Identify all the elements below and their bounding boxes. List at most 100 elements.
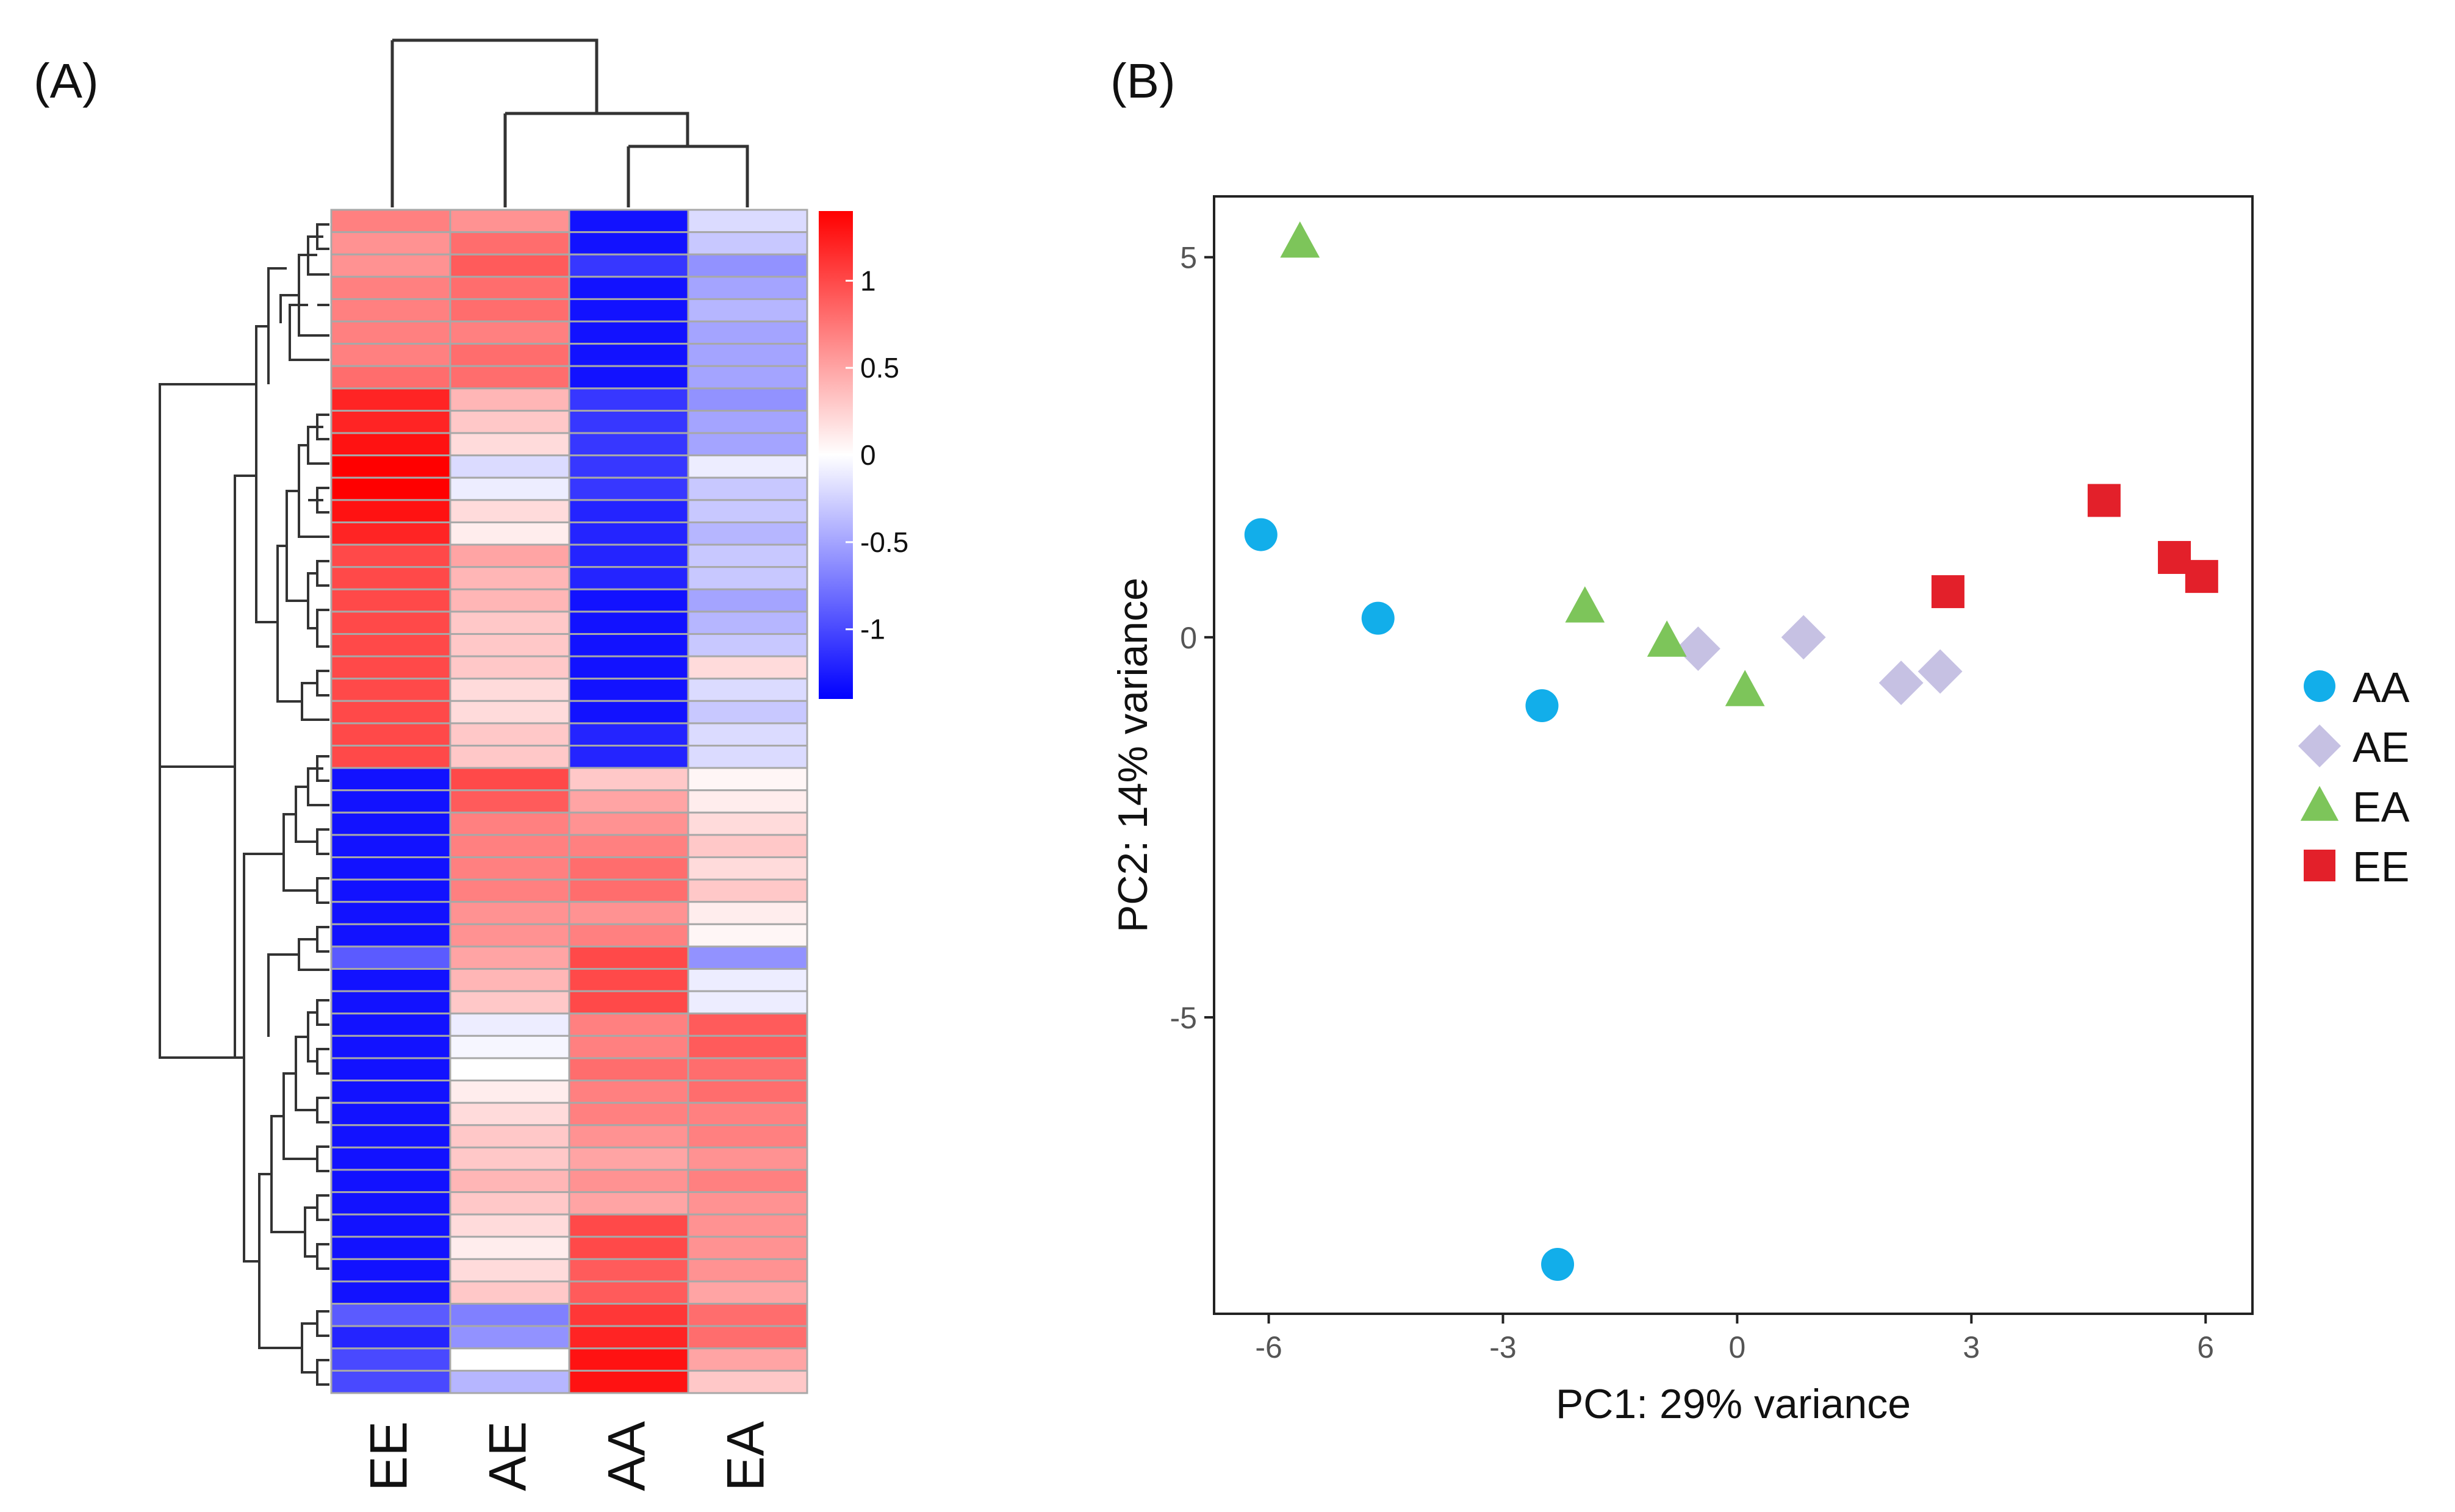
heatmap-cell	[687, 1057, 808, 1082]
legend-label-ea: EA	[2353, 783, 2410, 831]
heatmap-cell	[449, 298, 570, 323]
heatmap-cell	[687, 343, 808, 367]
heatmap-cell	[568, 1102, 689, 1127]
heatmap-cell	[449, 655, 570, 680]
x-axis-label: PC1: 29% variance	[1556, 1381, 1911, 1427]
point-ee	[2087, 484, 2121, 517]
heatmap-cell	[687, 476, 808, 501]
heatmap-cell	[330, 209, 451, 234]
row-dendrogram-link	[255, 325, 278, 623]
heatmap-column-label: AA	[598, 1421, 656, 1491]
heatmap-cell	[449, 878, 570, 903]
legend-key-ae	[2298, 724, 2342, 768]
heatmap-cell	[568, 1034, 689, 1059]
heatmap-cell	[330, 632, 451, 657]
heatmap-cell	[330, 1012, 451, 1037]
heatmap-cell	[330, 901, 451, 925]
heatmap-cell	[330, 1236, 451, 1260]
heatmap-cell	[568, 521, 689, 546]
heatmap-cell	[330, 1303, 451, 1327]
heatmap-cell	[330, 365, 451, 390]
heatmap-cell	[330, 700, 451, 725]
row-dendrogram	[159, 223, 329, 1386]
scatter-points	[1244, 221, 2218, 1281]
heatmap-cell	[568, 1236, 689, 1260]
heatmap-cell	[449, 789, 570, 814]
heatmap-cell	[687, 1347, 808, 1372]
panel-a-label: (A)	[34, 54, 99, 108]
heatmap-cell	[330, 1258, 451, 1283]
heatmap-cell	[568, 365, 689, 390]
heatmap-cell	[330, 834, 451, 859]
heatmap-cell	[687, 209, 808, 234]
heatmap-cell	[449, 253, 570, 278]
heatmap-cell	[449, 968, 570, 992]
heatmap-cell	[568, 409, 689, 434]
heatmap-cell	[449, 476, 570, 501]
heatmap-cell	[330, 1325, 451, 1350]
point-ea	[1647, 620, 1687, 657]
heatmap-cell	[330, 990, 451, 1015]
heatmap-cell	[568, 543, 689, 568]
heatmap-cell	[687, 298, 808, 323]
x-tick-label: -6	[1255, 1330, 1282, 1364]
heatmap-cell	[687, 1325, 808, 1350]
heatmap-cell	[687, 1012, 808, 1037]
x-tick-label: 3	[1963, 1330, 1980, 1364]
heatmap-cell	[449, 1012, 570, 1037]
colorbar-ticks: 1 0.5 0 -0.5 -1	[846, 265, 908, 645]
heatmap-cell	[687, 387, 808, 412]
x-axis-ticks: -6 -3 0 3 6	[1255, 1314, 2214, 1364]
pca-panel: (B) -6 -3 0 3 6 5 0 -5 PC1: 29% variance PC2: …	[1110, 54, 2410, 1427]
heatmap-cell	[687, 566, 808, 590]
heatmap-cell	[330, 566, 451, 590]
heatmap-cell	[687, 700, 808, 725]
heatmap-cell	[687, 632, 808, 657]
heatmap-cell	[330, 923, 451, 948]
heatmap-cell	[687, 1303, 808, 1327]
heatmap-cell	[449, 454, 570, 479]
heatmap-cell	[330, 1280, 451, 1305]
heatmap-cell	[568, 298, 689, 323]
heatmap-column-label: AE	[479, 1421, 537, 1491]
heatmap-cell	[568, 1191, 689, 1216]
point-aa	[1244, 518, 1278, 551]
heatmap-cell	[568, 1080, 689, 1104]
heatmap-cell	[330, 387, 451, 412]
heatmap-cell	[568, 1303, 689, 1327]
heatmap-cell	[568, 588, 689, 613]
heatmap-cell	[449, 700, 570, 725]
point-aa	[1525, 689, 1559, 722]
heatmap-cell	[568, 1213, 689, 1238]
heatmap-cell	[330, 476, 451, 501]
heatmap-cell	[330, 320, 451, 345]
heatmap-cell	[687, 276, 808, 300]
heatmap-cell	[330, 1169, 451, 1194]
heatmap-cell	[330, 767, 451, 792]
heatmap-cell	[687, 1369, 808, 1394]
row-dendrogram-link	[258, 1173, 329, 1386]
heatmap-cell	[687, 678, 808, 702]
heatmap-cell	[568, 1146, 689, 1171]
heatmap-cell	[568, 209, 689, 234]
heatmap-cell	[330, 655, 451, 680]
heatmap-cell	[449, 1057, 570, 1082]
x-tick-label: 0	[1728, 1330, 1745, 1364]
heatmap-cell	[449, 1102, 570, 1127]
column-dendrogram-link	[503, 112, 689, 207]
heatmap-cell	[449, 1303, 570, 1327]
heatmap-cell	[568, 1280, 689, 1305]
row-dendrogram-link	[282, 755, 329, 904]
heatmap-cell	[449, 1325, 570, 1350]
heatmap-cell	[330, 1146, 451, 1171]
legend-label-ee: EE	[2353, 843, 2409, 890]
heatmap-cell	[687, 1236, 808, 1260]
heatmap-cell	[687, 945, 808, 970]
legend-label-ae: AE	[2353, 723, 2409, 771]
y-axis-ticks: 5 0 -5	[1170, 241, 1214, 1035]
heatmap-cell	[449, 387, 570, 412]
heatmap-cell	[687, 432, 808, 457]
colorbar-tick-label: -0.5	[860, 526, 908, 558]
column-dendrogram-link	[390, 38, 598, 207]
heatmap-cell	[330, 1347, 451, 1372]
